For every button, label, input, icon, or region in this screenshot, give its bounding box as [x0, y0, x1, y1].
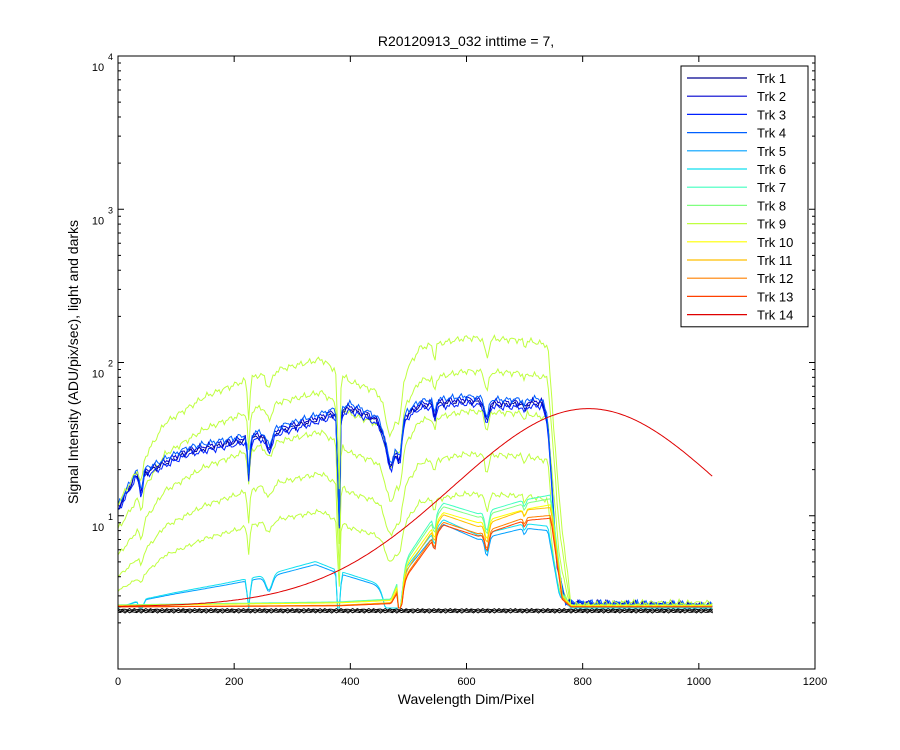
x-tick-label: 1200 — [803, 676, 827, 688]
x-tick-label: 200 — [225, 676, 243, 688]
y-tick-label-exponent: 2 — [108, 359, 113, 369]
x-axis: 0 200 400 600 800 1000 1200 — [115, 56, 827, 688]
x-tick-label: 800 — [573, 676, 591, 688]
series-lines — [118, 334, 714, 614]
legend-entry-label: Trk 1 — [757, 71, 786, 86]
y-tick-label-base: 10 — [92, 369, 104, 381]
y-tick-label-base: 10 — [92, 215, 104, 227]
y-axis-label: Signal Intensity (ADU/pix/sec), light an… — [65, 220, 81, 504]
y-tick-label-exponent: 1 — [108, 512, 113, 522]
dark-trace-line — [118, 609, 714, 613]
x-tick-label: 600 — [457, 676, 475, 688]
legend-entry-label: Trk 6 — [757, 162, 786, 177]
legend-entry-label: Trk 3 — [757, 107, 786, 122]
legend-entry-label: Trk 10 — [757, 235, 793, 250]
legend-entry-label: Trk 13 — [757, 289, 793, 304]
x-axis-label: Wavelength Dim/Pixel — [398, 691, 534, 707]
legend-entry-label: Trk 8 — [757, 198, 786, 213]
series-line-trk-10 — [118, 504, 713, 609]
legend-entry-label: Trk 4 — [757, 126, 786, 141]
y-tick-label-base: 10 — [92, 522, 104, 534]
series-line-trk-9 — [118, 334, 713, 609]
series-line-trk-4 — [118, 392, 713, 610]
y-tick-label-exponent: 4 — [108, 52, 113, 62]
legend-entry-label: Trk 9 — [757, 217, 786, 232]
y-tick-label-base: 10 — [92, 62, 104, 74]
legend-entry-label: Trk 12 — [757, 271, 793, 286]
legend: Trk 1 Trk 2 Trk 3 Trk 4 Trk 5 Trk 6 Trk 7 Trk 8… — [680, 65, 809, 328]
legend-entry-label: Trk 11 — [757, 253, 792, 268]
x-tick-label: 400 — [341, 676, 359, 688]
legend-entry-label: Trk 5 — [757, 144, 786, 159]
series-line-trk-14 — [118, 408, 713, 607]
legend-entry-label: Trk 2 — [757, 89, 786, 104]
chart-title: R20120913_032 inttime = 7, — [378, 33, 554, 49]
series-line-trk-6 — [118, 519, 713, 609]
legend-entry-label: Trk 7 — [757, 180, 786, 195]
dark-trace-line — [118, 610, 714, 614]
x-tick-label: 0 — [115, 676, 121, 688]
series-line-trk-13 — [118, 517, 713, 609]
y-tick-label-exponent: 3 — [108, 205, 113, 215]
x-tick-label: 1000 — [687, 676, 711, 688]
dark-trace-line — [118, 608, 713, 611]
y-axis: 10 1 10 2 10 3 10 4 — [92, 52, 815, 624]
legend-entry-label: Trk 14 — [757, 308, 793, 323]
legend-box — [680, 65, 809, 328]
